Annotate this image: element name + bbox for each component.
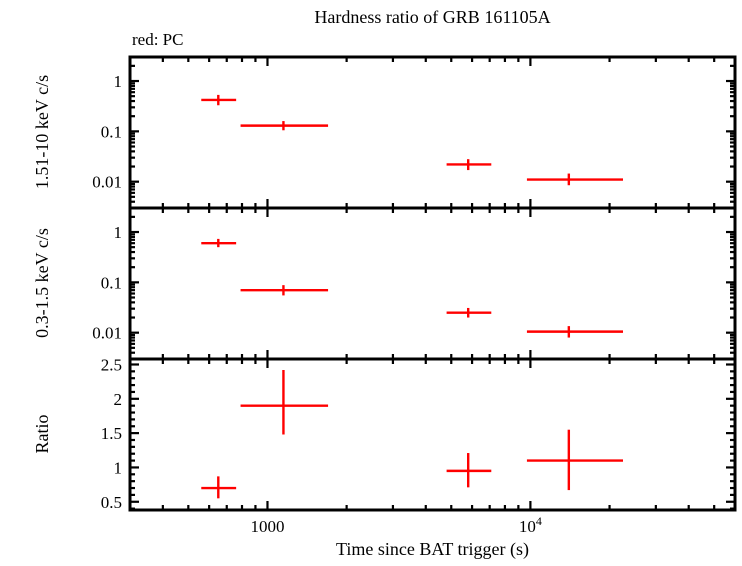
- data-point: [446, 307, 492, 318]
- mode-annotation: red: PC: [132, 30, 184, 49]
- panel-1: 1 0.1 0.01: [92, 206, 737, 361]
- chart-title: Hardness ratio of GRB 161105A: [314, 7, 551, 27]
- y-tick-label: 1.5: [101, 424, 122, 443]
- data-point: [201, 94, 237, 106]
- data-points: [201, 94, 624, 186]
- y-tick-label: 0.5: [101, 493, 122, 512]
- data-point: [526, 326, 624, 338]
- data-points: [201, 369, 624, 499]
- x-tick-label: 1000: [250, 517, 284, 536]
- y-tick-label: 0.1: [101, 273, 122, 292]
- data-point: [201, 476, 237, 499]
- data-point: [446, 159, 492, 171]
- data-point: [446, 453, 492, 488]
- y-tick-label: 0.1: [101, 122, 122, 141]
- ticks: [130, 57, 735, 208]
- panel-frame: [128, 206, 737, 361]
- data-point: [240, 121, 329, 131]
- y-tick-label: 1: [114, 72, 123, 91]
- ticks: [130, 208, 735, 359]
- y-tick-label: 1: [114, 223, 123, 242]
- data-point: [201, 238, 237, 248]
- data-point: [526, 429, 624, 491]
- data-point: [240, 369, 329, 435]
- y-tick-label: 2.5: [101, 355, 122, 374]
- x-axis-title: Time since BAT trigger (s): [336, 539, 529, 559]
- ticks: [130, 359, 735, 510]
- panel-0: 1 0.1 0.01: [92, 55, 737, 210]
- y-tick-label: 1: [114, 458, 123, 477]
- data-point: [526, 173, 624, 186]
- panel-2: 2.5 2 1.5 1 0.5: [101, 355, 737, 512]
- data-point: [240, 285, 329, 296]
- y-tick-label: 0.01: [92, 173, 122, 192]
- x-tick-label: 104: [519, 514, 542, 536]
- y-tick-label: 2: [114, 390, 123, 409]
- y-tick-label: 0.01: [92, 324, 122, 343]
- panel-frame: [128, 55, 737, 210]
- panel-frame: [128, 357, 737, 512]
- data-points: [201, 238, 624, 338]
